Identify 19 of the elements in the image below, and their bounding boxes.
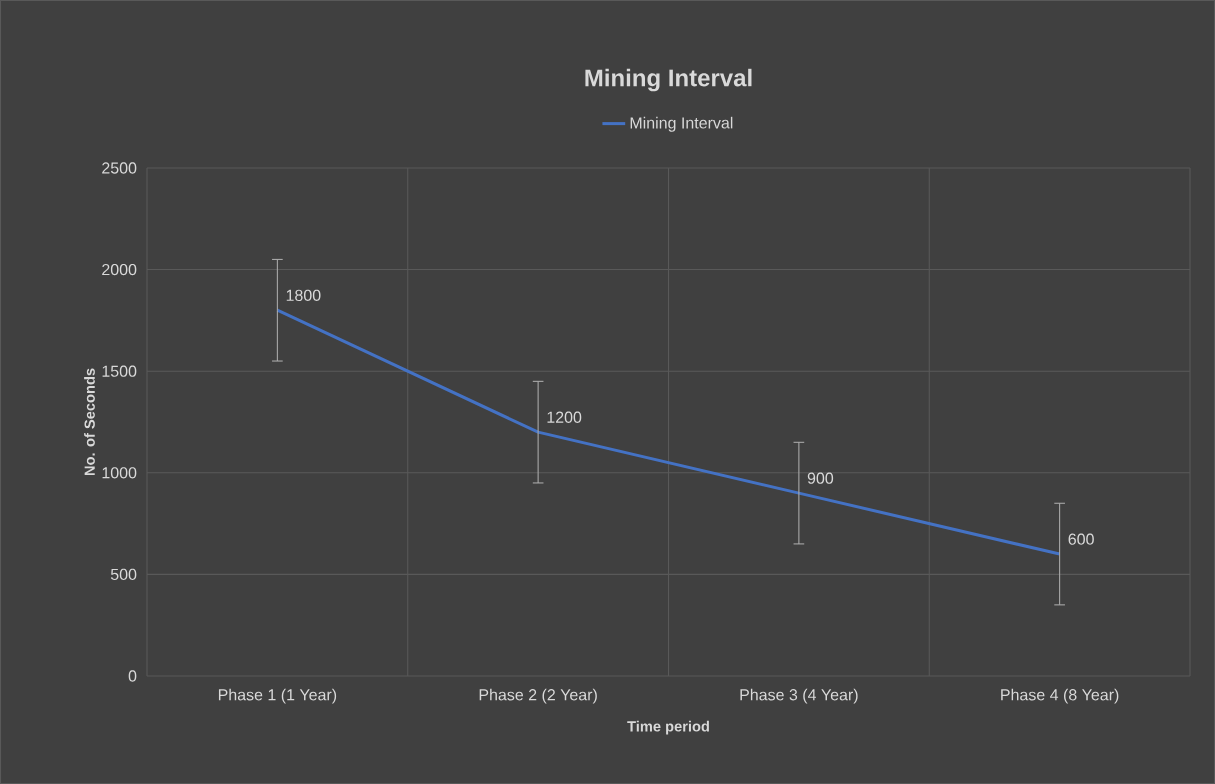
- y-tick-label: 1000: [102, 467, 137, 479]
- x-tick-label: Phase 3 (4 Year): [740, 688, 858, 704]
- y-tick-label: 0: [128, 670, 137, 682]
- legend-label: Mining Interval: [630, 116, 733, 132]
- y-axis-title: No. of Seconds: [84, 368, 95, 476]
- line-series: [275, 308, 1062, 556]
- y-tick-label: 2000: [102, 263, 137, 276]
- data-label: 600: [1068, 533, 1094, 545]
- y-tick-label: 500: [110, 568, 137, 581]
- data-label: 1800: [286, 289, 321, 301]
- data-label: 1200: [547, 411, 582, 423]
- x-tick-label: Phase 1 (1 Year): [218, 688, 337, 704]
- x-tick-label: Phase 4 (8 Year): [1001, 688, 1119, 704]
- data-label: 900: [807, 472, 834, 484]
- y-tick-label: 2500: [102, 162, 137, 174]
- x-axis-title: Time period: [627, 720, 709, 735]
- chart-title: Mining Interval: [585, 68, 752, 92]
- y-tick-label: 1500: [102, 365, 137, 377]
- x-tick-label: Phase 2 (2 Year): [479, 688, 597, 704]
